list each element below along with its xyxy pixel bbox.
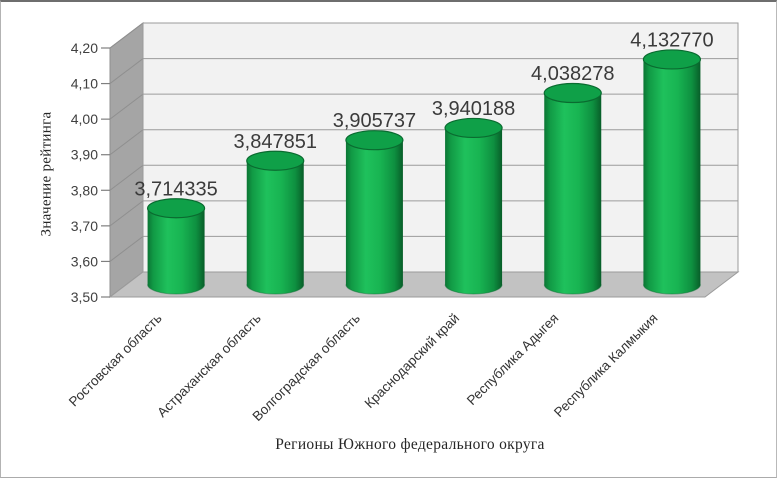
x-category-label: Волгоградская область (250, 311, 364, 425)
x-category-label: Ростовская область (66, 311, 165, 410)
y-tick-label: 3,50 (71, 289, 98, 305)
y-axis-title: Значение рейтинга (38, 111, 55, 237)
side-wall-gridline (109, 200, 144, 227)
cylinder-bar (246, 160, 304, 294)
bar-value-label: 3,847851 (234, 131, 317, 153)
x-category-label: Республика Калмыкия (551, 311, 661, 421)
cylinder-top (246, 150, 305, 171)
x-category-label: Республика Адыгея (464, 311, 562, 409)
y-tick-label: 3,90 (71, 147, 98, 163)
y-tick-label: 4,00 (71, 111, 98, 127)
cylinder-bottom-rim (444, 284, 503, 295)
side-wall-gridline (109, 93, 144, 120)
cylinder-bar (445, 127, 503, 294)
cylinder-bar (544, 93, 602, 294)
cylinder-top (444, 117, 503, 139)
side-wall (109, 21, 144, 299)
bar-value-label: 3,940188 (432, 98, 515, 120)
back-wall (142, 22, 739, 273)
cylinder-bar (643, 59, 701, 294)
cylinder-bottom-rim (345, 284, 404, 295)
y-tick-label: 3,70 (71, 218, 98, 234)
bar-value-label: 3,905737 (333, 110, 416, 132)
cylinder-bottom-rim (147, 284, 206, 295)
side-wall-gridline (109, 129, 144, 156)
side-wall-gridline (109, 22, 144, 49)
cylinder-bottom-rim (543, 284, 602, 295)
y-tick-label: 4,20 (71, 40, 98, 56)
bar-value-label: 3,714335 (134, 178, 217, 200)
bar-value-label: 4,038278 (531, 63, 614, 85)
y-tick-label: 3,60 (71, 253, 98, 269)
x-category-label: Краснодарский край (362, 311, 463, 412)
y-tick-label: 3,80 (71, 182, 98, 198)
y-tick-label: 4,10 (71, 76, 98, 92)
side-wall-gridline (109, 164, 144, 191)
cylinder-top (642, 49, 702, 70)
cylinder-top (345, 130, 404, 151)
cylinder-bar (147, 208, 205, 294)
cylinder-top (146, 198, 206, 219)
x-category-label: Астраханская область (154, 311, 264, 421)
bar-value-label: 4,132770 (630, 29, 713, 51)
side-wall-gridline (109, 236, 144, 262)
side-wall-gridline (109, 58, 144, 84)
cylinder-bottom-rim (246, 284, 305, 295)
x-axis-title: Регионы Южного федерального округа (275, 436, 545, 453)
cylinder-bar (345, 140, 403, 294)
cylinder-bottom-rim (642, 284, 701, 295)
cylinder-top (543, 82, 602, 104)
